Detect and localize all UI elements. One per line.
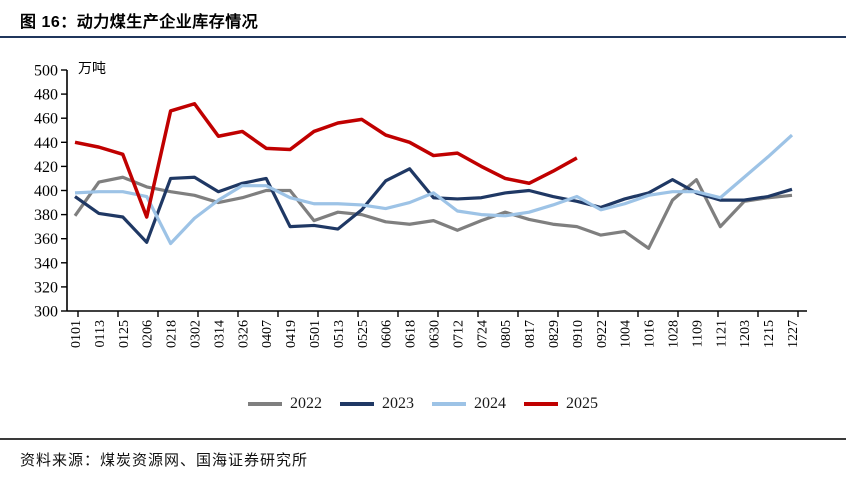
legend-swatch [432, 402, 466, 406]
legend-item-2023: 2023 [340, 395, 414, 413]
y-tick-label: 420 [34, 159, 58, 176]
x-tick-label: 0712 [451, 320, 466, 348]
x-tick-label: 0113 [93, 320, 108, 347]
y-tick-label: 480 [34, 87, 58, 104]
y-tick-label: 460 [34, 111, 58, 128]
x-tick-label: 0922 [595, 320, 610, 348]
x-tick-label: 0829 [547, 320, 562, 348]
x-tick-label: 1215 [762, 320, 777, 348]
x-tick-label: 0910 [571, 320, 586, 348]
x-tick-label: 1016 [643, 320, 658, 348]
y-tick-label: 400 [34, 183, 58, 200]
y-tick-label: 380 [34, 207, 58, 224]
source-note: 资料来源：煤炭资源网、国海证券研究所 [20, 453, 309, 469]
chart-legend: 2022 2023 2024 2025 [0, 395, 846, 413]
legend-swatch [248, 402, 282, 406]
x-tick-label: 0314 [212, 320, 227, 348]
legend-item-2024: 2024 [432, 395, 506, 413]
y-tick-label: 340 [34, 255, 58, 272]
x-tick-label: 0326 [236, 320, 251, 348]
y-tick-label: 500 [34, 63, 58, 80]
x-tick-label: 0606 [380, 320, 395, 348]
x-tick-label: 0630 [428, 320, 443, 348]
x-tick-label: 0407 [260, 320, 275, 348]
title-divider [0, 36, 846, 38]
y-tick-label: 440 [34, 135, 58, 152]
footer-divider [0, 438, 846, 440]
legend-swatch [340, 402, 374, 406]
y-tick-label: 300 [34, 304, 58, 321]
y-tick-label: 320 [34, 279, 58, 296]
x-tick-label: 0206 [141, 320, 156, 348]
series-line-2025 [74, 101, 578, 219]
y-axis-unit-label: 万吨 [78, 62, 106, 77]
x-tick-label: 0513 [332, 320, 347, 348]
legend-label: 2024 [474, 395, 506, 412]
legend-label: 2023 [382, 395, 414, 412]
x-tick-label: 0805 [499, 320, 514, 348]
series-line-2023 [74, 167, 793, 244]
x-tick-label: 1109 [690, 320, 705, 347]
figure-title: 图 16：动力煤生产企业库存情况 [20, 14, 259, 31]
x-tick-label: 0817 [523, 320, 538, 348]
legend-label: 2022 [290, 395, 322, 412]
series-line-2024 [74, 133, 794, 246]
x-tick-label: 1203 [738, 320, 753, 348]
x-tick-label: 0724 [475, 320, 490, 348]
x-tick-label: 0419 [284, 320, 299, 348]
x-tick-label: 0525 [356, 320, 371, 348]
legend-label: 2025 [566, 395, 598, 412]
x-tick-label: 1028 [667, 320, 682, 348]
legend-swatch [524, 402, 558, 406]
x-tick-label: 1004 [619, 320, 634, 348]
legend-item-2025: 2025 [524, 395, 598, 413]
x-tick-label: 0501 [308, 320, 323, 348]
x-tick-label: 1121 [714, 320, 729, 347]
legend-item-2022: 2022 [248, 395, 322, 413]
y-tick-label: 360 [34, 231, 58, 248]
x-tick-label: 0618 [404, 320, 419, 348]
x-tick-label: 0218 [165, 320, 180, 348]
x-tick-label: 0125 [117, 320, 132, 348]
x-tick-label: 0302 [189, 320, 204, 348]
series-line-2022 [73, 175, 793, 250]
x-tick-label: 0101 [69, 320, 84, 348]
x-tick-label: 1227 [786, 320, 801, 348]
